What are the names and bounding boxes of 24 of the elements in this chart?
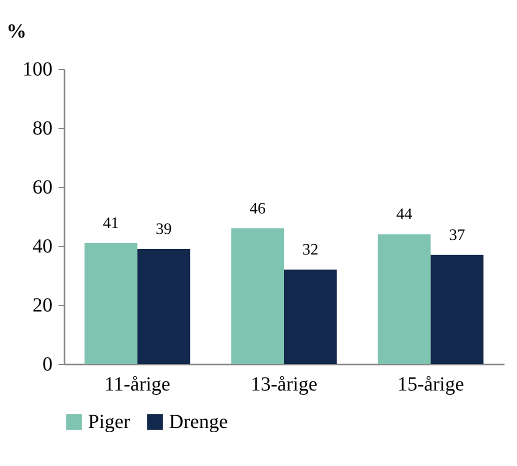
bar	[430, 254, 484, 364]
y-tick-label: 20	[32, 294, 52, 316]
y-tick-label: 60	[32, 176, 52, 198]
x-tick-label: 13-årige	[250, 374, 318, 396]
data-label: 41	[102, 215, 119, 232]
data-label: 44	[396, 206, 412, 224]
y-axis-title: %	[6, 20, 26, 42]
bar	[137, 248, 190, 364]
data-label: 46	[250, 200, 266, 218]
data-label: 39	[156, 220, 172, 238]
data-label: 37	[449, 226, 466, 244]
x-tick-label: 11-årige	[104, 374, 170, 396]
x-tick-label: 15-årige	[397, 374, 464, 396]
y-tick-label: 80	[32, 118, 52, 140]
bar	[284, 270, 337, 364]
legend-label: Drenge	[169, 411, 228, 433]
y-tick-label: 0	[42, 354, 52, 376]
legend-label: Piger	[88, 411, 131, 433]
data-label: 32	[302, 242, 318, 259]
bar	[84, 243, 138, 364]
y-tick-label: 100	[22, 58, 52, 80]
bar	[231, 228, 284, 364]
y-tick-label: 40	[32, 236, 52, 258]
bar	[378, 234, 431, 364]
